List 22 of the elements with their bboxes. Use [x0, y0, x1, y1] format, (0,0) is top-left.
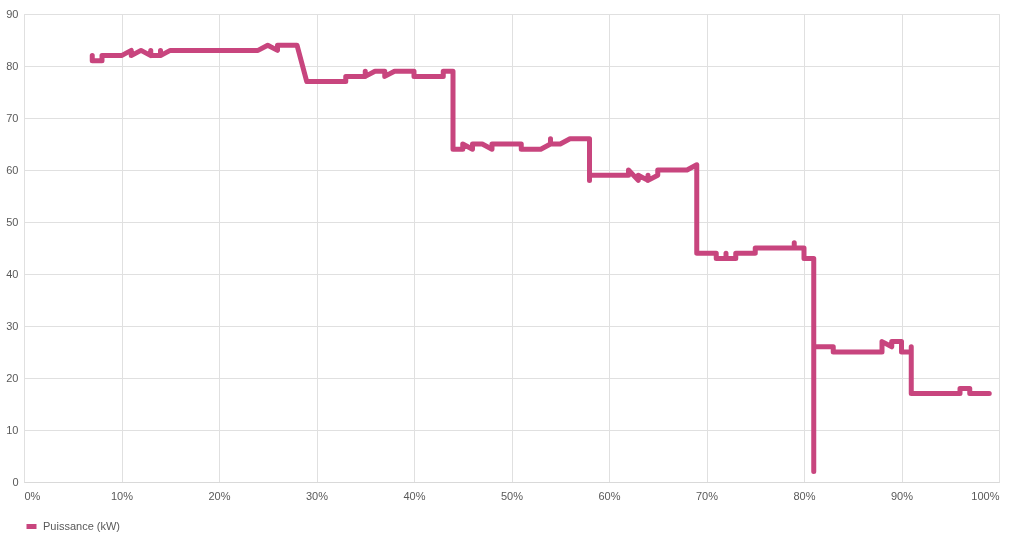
y-tick-label: 60: [6, 163, 19, 176]
y-tick-label: 80: [6, 59, 19, 72]
x-tick-label: 30%: [305, 489, 329, 502]
x-tick-label: 80%: [793, 489, 816, 502]
x-tick-label: 50%: [500, 489, 524, 502]
x-tick-label: 10%: [110, 489, 134, 502]
y-tick-label: 50: [6, 215, 19, 228]
x-tick-label: 70%: [695, 489, 719, 502]
x-tick-label: 20%: [208, 489, 231, 502]
x-tick-label: 60%: [598, 489, 621, 502]
legend-label: Puissance (kW): [43, 519, 121, 532]
y-tick-label: 0: [12, 475, 19, 488]
y-tick-label: 70: [6, 111, 19, 124]
x-tick-label: 0%: [24, 489, 41, 502]
y-tick-label: 40: [6, 267, 19, 280]
x-tick-label: 90%: [890, 489, 914, 502]
y-tick-label: 90: [6, 7, 19, 20]
y-tick-label: 10: [6, 423, 19, 436]
x-tick-label: 40%: [403, 489, 426, 502]
y-tick-label: 20: [6, 371, 19, 384]
y-tick-label: 30: [6, 319, 19, 332]
x-tick-label: 100%: [971, 489, 1000, 502]
